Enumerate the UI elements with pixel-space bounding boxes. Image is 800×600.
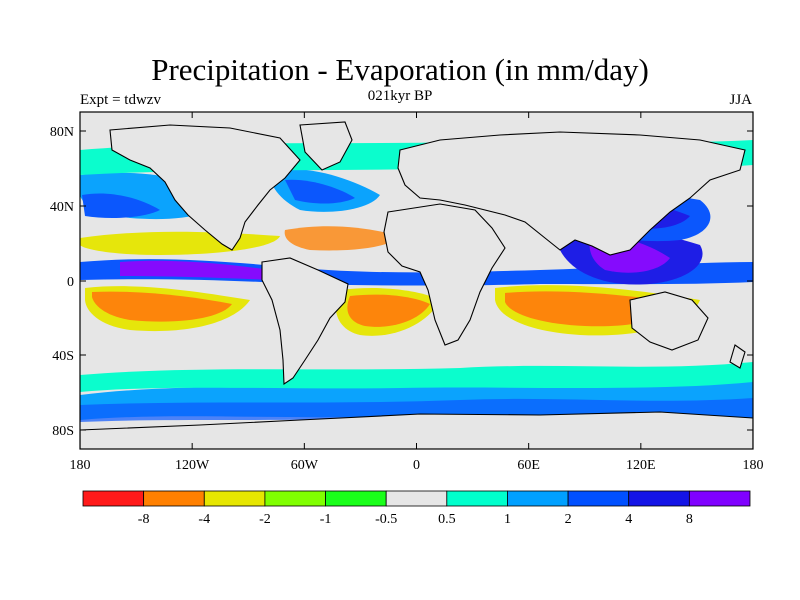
continents bbox=[80, 121, 753, 449]
colorbar-label: 8 bbox=[686, 512, 693, 527]
colorbar-label: -4 bbox=[198, 512, 210, 527]
colorbar-swatch bbox=[82, 490, 145, 507]
lat-tick-label: 0 bbox=[67, 275, 74, 290]
colorbar-swatch bbox=[446, 490, 508, 507]
experiment-label: Expt = tdwzv bbox=[80, 92, 161, 108]
latitude-axis: 80N 40N 0 40S 80S bbox=[50, 125, 753, 439]
colorbar-label: -0.5 bbox=[375, 512, 397, 527]
map-title: Precipitation - Evaporation (in mm/day) bbox=[151, 52, 649, 87]
colorbar-label: -8 bbox=[138, 512, 150, 527]
lon-tick-label: 120W bbox=[175, 458, 210, 473]
lon-tick-label: 0 bbox=[413, 458, 420, 473]
longitude-axis: 180 120W 60W 0 60E 120E 180 bbox=[70, 112, 764, 473]
colorbar-swatch bbox=[567, 490, 630, 507]
colorbar-swatch bbox=[688, 490, 751, 507]
colorbar-swatch bbox=[628, 490, 690, 507]
lon-tick-label: 180 bbox=[743, 458, 764, 473]
season-label: JJA bbox=[729, 92, 752, 108]
colorbar-label: -2 bbox=[259, 512, 271, 527]
lat-tick-label: 40N bbox=[50, 200, 74, 215]
colorbar-label: 4 bbox=[625, 512, 632, 527]
colorbar: -8 -4 -2 -1 -0.5 0.5 1 2 4 8 bbox=[82, 490, 751, 527]
colorbar-swatch bbox=[325, 490, 387, 507]
lat-tick-label: 40S bbox=[52, 349, 74, 364]
colorbar-swatch bbox=[385, 490, 448, 507]
colorbar-swatch bbox=[143, 490, 205, 507]
lon-tick-label: 120E bbox=[626, 458, 656, 473]
lon-tick-label: 60W bbox=[291, 458, 319, 473]
period-label: 021kyr BP bbox=[367, 88, 433, 104]
colorbar-label: 1 bbox=[504, 512, 511, 527]
colorbar-label: 2 bbox=[565, 512, 572, 527]
lat-tick-label: 80S bbox=[52, 424, 74, 439]
colorbar-label: 0.5 bbox=[438, 512, 456, 527]
lon-tick-label: 180 bbox=[70, 458, 91, 473]
lon-tick-label: 60E bbox=[517, 458, 540, 473]
map-panel bbox=[80, 112, 753, 449]
colorbar-swatch bbox=[203, 490, 266, 507]
colorbar-swatch bbox=[264, 490, 326, 507]
colorbar-swatch bbox=[507, 490, 569, 507]
colorbar-label: -1 bbox=[320, 512, 332, 527]
lat-tick-label: 80N bbox=[50, 125, 74, 140]
